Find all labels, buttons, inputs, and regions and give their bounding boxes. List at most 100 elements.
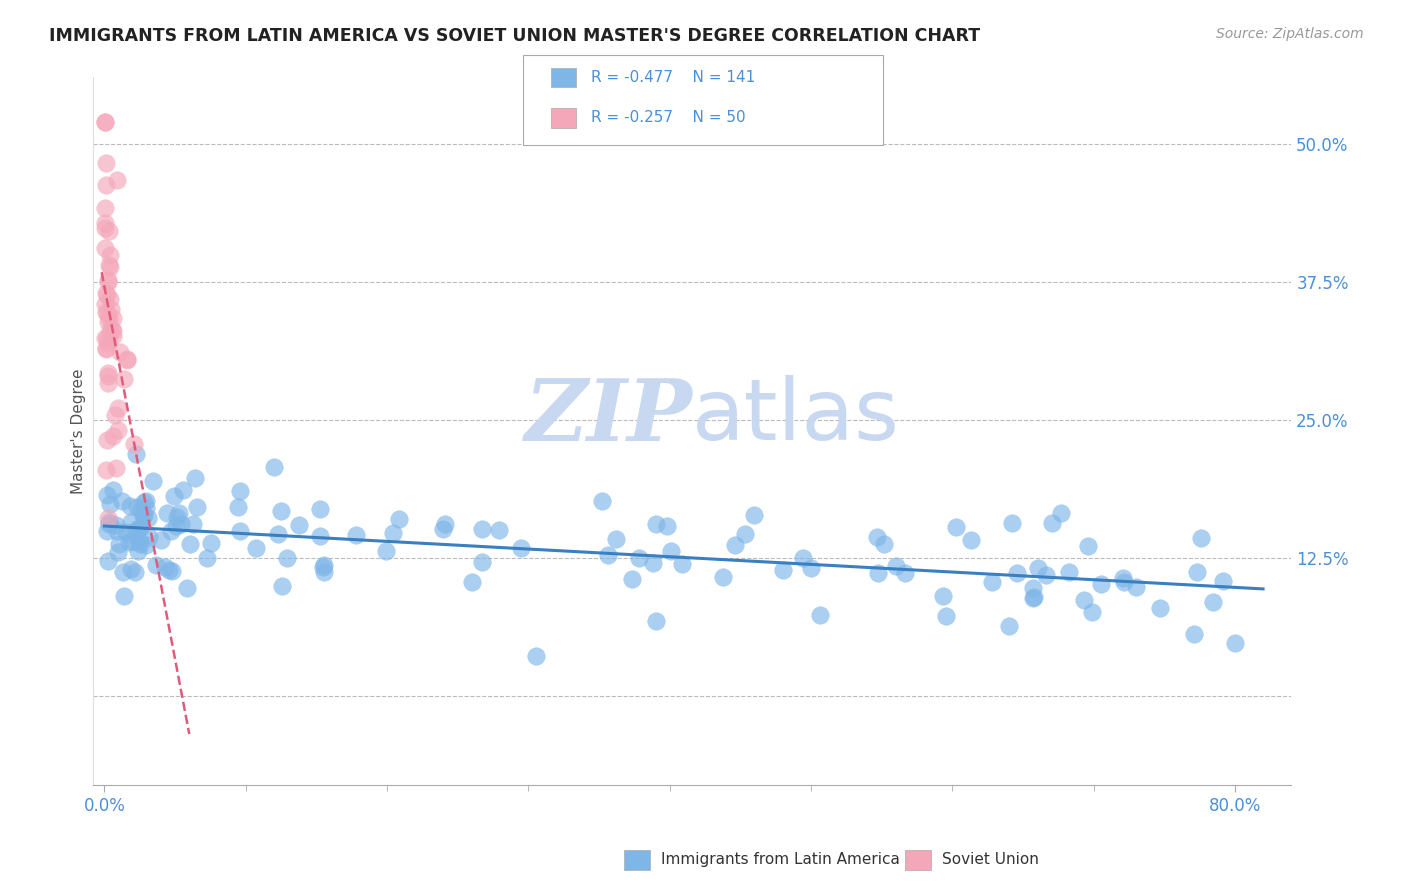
Point bbox=[100, 302, 122, 317]
Point bbox=[471, 522, 494, 536]
Point bbox=[120, 499, 142, 513]
Point bbox=[132, 508, 155, 522]
Point bbox=[96, 288, 118, 302]
Point bbox=[111, 494, 134, 508]
Point bbox=[128, 543, 150, 558]
Point bbox=[195, 551, 218, 566]
Point bbox=[932, 589, 955, 603]
Text: R = -0.257    N = 50: R = -0.257 N = 50 bbox=[591, 111, 745, 125]
Point bbox=[1022, 590, 1045, 604]
Point bbox=[166, 510, 188, 524]
Point bbox=[101, 310, 124, 325]
Point bbox=[129, 502, 152, 516]
Point bbox=[96, 488, 118, 502]
Point bbox=[96, 156, 118, 170]
Point bbox=[131, 508, 153, 523]
Point bbox=[94, 220, 117, 235]
Point bbox=[127, 500, 149, 514]
Point bbox=[229, 483, 252, 498]
Point bbox=[184, 471, 207, 485]
Point bbox=[112, 589, 135, 603]
Point bbox=[98, 517, 121, 532]
Point bbox=[510, 541, 533, 555]
Point bbox=[461, 575, 484, 590]
Point bbox=[266, 527, 288, 541]
Point bbox=[471, 555, 494, 569]
Point bbox=[97, 376, 120, 391]
Point bbox=[724, 538, 747, 552]
Point bbox=[960, 533, 983, 547]
Point bbox=[135, 501, 157, 516]
Text: IMMIGRANTS FROM LATIN AMERICA VS SOVIET UNION MASTER'S DEGREE CORRELATION CHART: IMMIGRANTS FROM LATIN AMERICA VS SOVIET … bbox=[49, 27, 980, 45]
Point bbox=[124, 566, 146, 580]
Point bbox=[772, 564, 794, 578]
Point bbox=[312, 560, 335, 574]
Point bbox=[1112, 574, 1135, 589]
Point bbox=[120, 562, 142, 576]
Point bbox=[101, 321, 124, 335]
Point bbox=[1111, 571, 1133, 585]
Point bbox=[108, 537, 131, 551]
Point bbox=[94, 330, 117, 344]
Point bbox=[1040, 516, 1063, 531]
Point bbox=[1073, 593, 1095, 607]
Point bbox=[97, 310, 120, 325]
Point bbox=[866, 566, 889, 581]
Point bbox=[711, 570, 734, 584]
Point bbox=[135, 494, 157, 508]
Point bbox=[1223, 636, 1246, 650]
Point bbox=[97, 515, 120, 529]
Point bbox=[94, 114, 117, 128]
Point bbox=[800, 561, 823, 575]
Point bbox=[276, 551, 298, 566]
Point bbox=[382, 525, 405, 540]
Point bbox=[1026, 560, 1049, 574]
Point bbox=[94, 343, 117, 357]
Point bbox=[1080, 605, 1102, 619]
Point bbox=[596, 548, 619, 562]
Point bbox=[524, 649, 547, 664]
Point bbox=[110, 345, 132, 359]
Point bbox=[96, 433, 118, 447]
Point bbox=[124, 436, 146, 450]
Point bbox=[308, 501, 330, 516]
Point bbox=[179, 537, 201, 551]
Point bbox=[893, 566, 915, 580]
Point bbox=[124, 526, 146, 541]
Point bbox=[167, 506, 190, 520]
Point bbox=[96, 524, 118, 538]
Point bbox=[94, 305, 117, 319]
Point bbox=[129, 520, 152, 534]
Point bbox=[981, 575, 1004, 590]
Point bbox=[432, 522, 454, 536]
Point bbox=[228, 500, 250, 515]
Point bbox=[138, 530, 160, 544]
Point bbox=[1057, 566, 1080, 580]
Point bbox=[165, 519, 187, 533]
Point bbox=[314, 565, 336, 579]
Point bbox=[94, 114, 117, 128]
Point bbox=[107, 423, 129, 437]
Point bbox=[104, 409, 127, 423]
Point bbox=[96, 342, 118, 356]
Point bbox=[488, 523, 510, 537]
Point bbox=[159, 524, 181, 538]
Point bbox=[98, 224, 121, 238]
Text: R = -0.477    N = 141: R = -0.477 N = 141 bbox=[591, 70, 755, 85]
Point bbox=[94, 297, 117, 311]
Point bbox=[107, 545, 129, 559]
Point bbox=[270, 504, 292, 518]
Point bbox=[1202, 595, 1225, 609]
Point bbox=[114, 525, 136, 540]
Point bbox=[94, 242, 117, 256]
Point bbox=[101, 429, 124, 443]
Point bbox=[112, 372, 135, 386]
Point bbox=[97, 315, 120, 329]
Point bbox=[742, 508, 765, 522]
Point bbox=[935, 608, 957, 623]
Point bbox=[98, 260, 121, 274]
Point bbox=[1182, 627, 1205, 641]
Point bbox=[271, 579, 294, 593]
Point bbox=[156, 506, 179, 520]
Point bbox=[157, 563, 180, 577]
